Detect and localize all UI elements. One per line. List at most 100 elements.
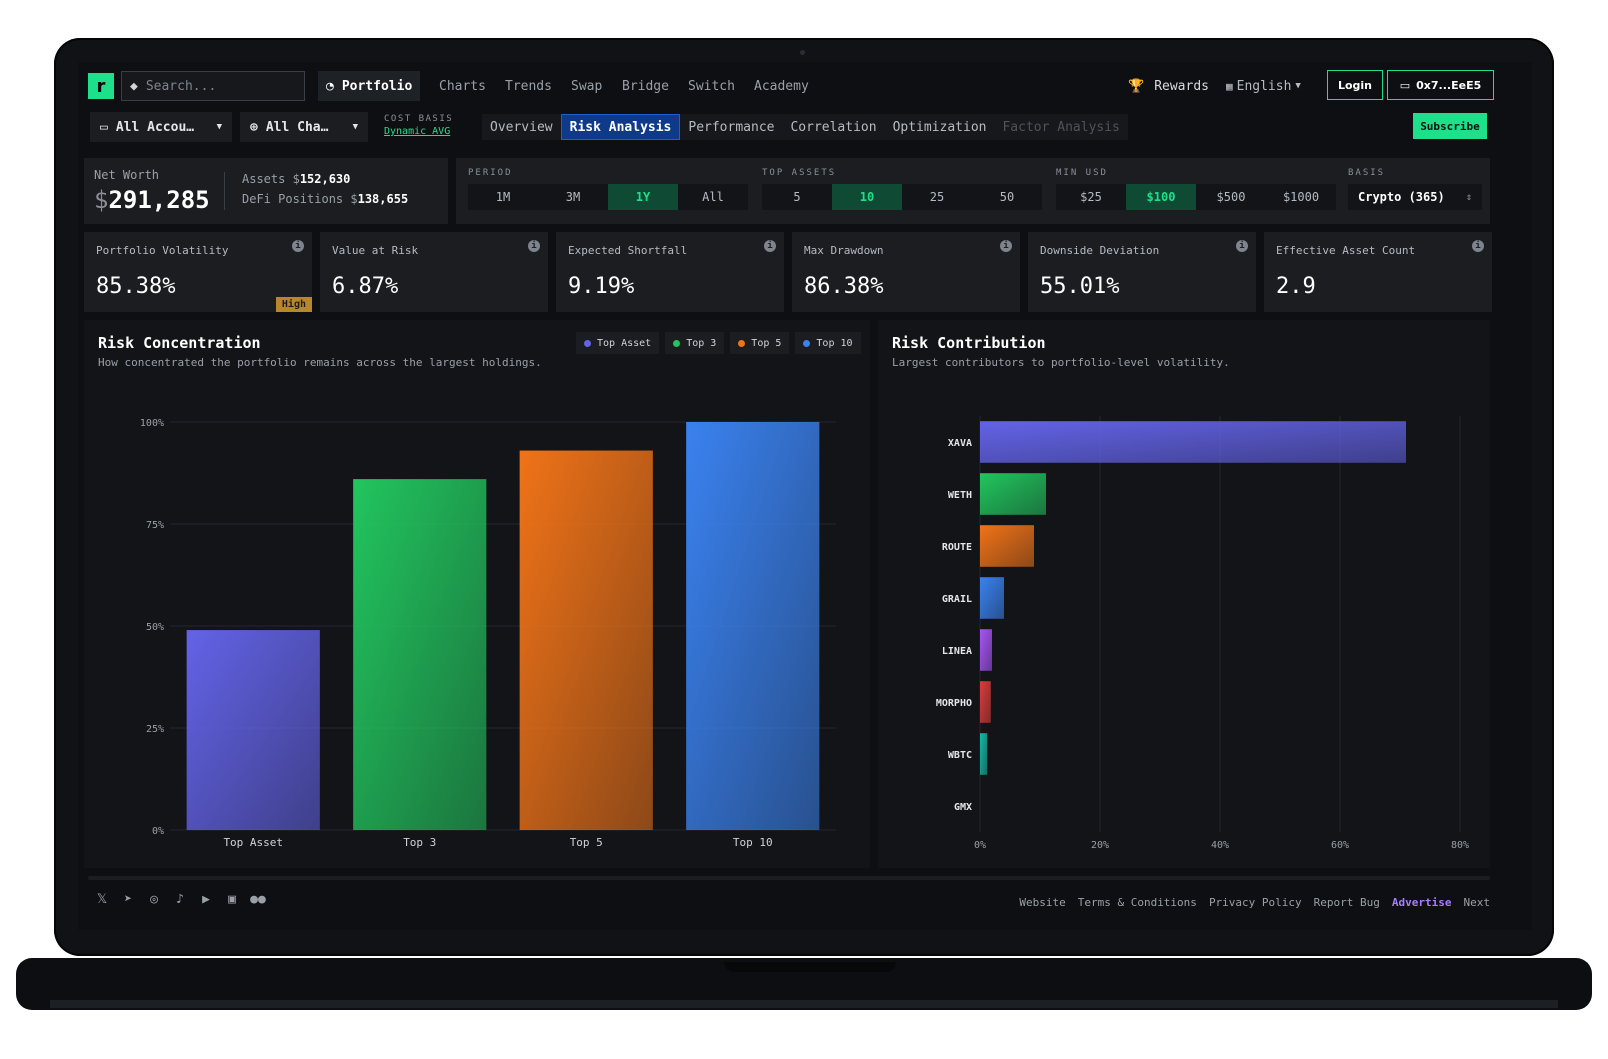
link-website[interactable]: Website (1019, 896, 1066, 909)
nav-trends[interactable]: Trends (505, 78, 552, 94)
currency-symbol: $ (94, 186, 109, 214)
defi-label: DeFi Positions (242, 192, 344, 206)
min-100[interactable]: $100 (1126, 184, 1196, 210)
metric-card-volatility: Portfolio Volatility i 85.38% High (84, 232, 312, 312)
accounts-dropdown[interactable]: ▭ All Accou… ▼ (90, 112, 232, 142)
y-tick-label: GRAIL (942, 594, 972, 605)
legend-top-5[interactable]: Top 5 (730, 332, 790, 354)
nav-charts[interactable]: Charts (439, 78, 486, 94)
nav-switch[interactable]: Switch (688, 78, 735, 94)
info-icon[interactable]: i (1472, 240, 1484, 252)
search-placeholder: Search... (145, 78, 217, 94)
metric-value: 6.87% (332, 274, 399, 299)
x-tick-label: Top 3 (403, 836, 436, 849)
info-icon[interactable]: i (1236, 240, 1248, 252)
info-icon[interactable]: i (292, 240, 304, 252)
app-logo-icon[interactable]: r (88, 73, 114, 99)
chevron-down-icon: ▼ (1295, 81, 1301, 91)
basis-value: Crypto (365) (1358, 190, 1445, 204)
x-icon[interactable]: 𝕏 (96, 892, 108, 907)
x-tick-label: Top 10 (733, 836, 773, 849)
info-icon[interactable]: i (764, 240, 776, 252)
telegram-icon[interactable]: ➤ (124, 892, 132, 907)
subscribe-button[interactable]: Subscribe (1413, 113, 1487, 139)
instagram-icon[interactable]: ◎ (150, 892, 158, 907)
net-worth-amount: 291,285 (108, 186, 210, 214)
y-tick-label: GMX (954, 802, 972, 813)
medium-icon[interactable]: ●● (250, 892, 266, 907)
link-report-bug[interactable]: Report Bug (1313, 896, 1380, 909)
top-25[interactable]: 25 (929, 190, 945, 204)
app-screen: r ◆ Search... ◔ Portfolio Charts Trends … (78, 62, 1532, 930)
horizontal-scrollbar[interactable] (88, 876, 1490, 880)
top-50[interactable]: 50 (999, 190, 1015, 204)
top-assets-label: TOP ASSETS (762, 168, 837, 178)
bar-route (980, 525, 1034, 567)
y-tick-label: 50% (146, 622, 164, 633)
net-worth-card: Net Worth $291,285 Assets $152,630 DeFi … (84, 158, 448, 224)
info-icon[interactable]: i (1000, 240, 1012, 252)
y-tick-label: MORPHO (936, 698, 972, 709)
bar-morpho (980, 681, 991, 723)
linkedin-icon[interactable]: ▣ (228, 892, 236, 907)
tab-factor-analysis[interactable]: Factor Analysis (1002, 119, 1120, 135)
nav-academy[interactable]: Academy (754, 78, 809, 94)
period-3m[interactable]: 3M (565, 190, 581, 204)
panel-title: Risk Contribution (892, 334, 1046, 352)
min-500[interactable]: $500 (1216, 190, 1246, 204)
tab-overview[interactable]: Overview (490, 119, 553, 135)
laptop-notch (724, 962, 896, 972)
basis-select[interactable]: Crypto (365) ⇕ (1348, 184, 1482, 210)
period-1y[interactable]: 1Y (608, 184, 678, 210)
min-1000[interactable]: $1000 (1282, 190, 1320, 204)
tab-performance[interactable]: Performance (688, 119, 775, 135)
tab-optimization[interactable]: Optimization (892, 119, 987, 135)
link-next[interactable]: Next (1463, 896, 1491, 909)
uk-flag-icon: ▦ (1226, 79, 1233, 93)
tiktok-icon[interactable]: ♪ (176, 892, 184, 907)
accounts-label: All Accou… (115, 119, 195, 135)
min-usd-filter: MIN USD $25 $100 $500 $1000 (1056, 168, 1336, 210)
search-input[interactable]: ◆ Search... (121, 71, 305, 101)
defi-row: DeFi Positions $138,655 (242, 192, 409, 206)
wallet-button[interactable]: ▭ 0x7...EeE5 (1387, 70, 1494, 100)
legend-top-3[interactable]: Top 3 (665, 332, 725, 354)
tab-correlation[interactable]: Correlation (790, 119, 877, 135)
rewards-link[interactable]: 🏆 Rewards (1128, 71, 1209, 101)
youtube-icon[interactable]: ▶ (202, 892, 210, 907)
info-icon[interactable]: i (528, 240, 540, 252)
nav-swap[interactable]: Swap (571, 78, 603, 94)
period-filter: PERIOD 1M 3M 1Y All (468, 168, 748, 210)
link-privacy[interactable]: Privacy Policy (1208, 896, 1302, 909)
tab-risk-analysis[interactable]: Risk Analysis (560, 114, 681, 140)
language-select[interactable]: ▦ English ▼ (1226, 71, 1301, 101)
nav-bridge[interactable]: Bridge (622, 78, 669, 94)
period-all[interactable]: All (702, 190, 724, 204)
login-button[interactable]: Login (1327, 70, 1383, 100)
y-tick-label: ROUTE (942, 542, 972, 553)
assets-row: Assets $152,630 (242, 172, 351, 186)
risk-contribution-chart: 0% 20% 40% 60% 80% XAVA WETH ROUTE GRAIL LINEA MOR… (936, 416, 1469, 851)
chains-label: All Cha… (265, 119, 329, 135)
globe-icon: ⊕ (250, 119, 258, 135)
bar-grail (980, 577, 1004, 619)
min-usd-label: MIN USD (1056, 168, 1108, 178)
top-5[interactable]: 5 (793, 190, 801, 204)
laptop-base-lip (50, 1000, 1558, 1008)
panel-subtitle: How concentrated the portfolio remains a… (98, 356, 542, 369)
link-advertise[interactable]: Advertise (1391, 896, 1452, 909)
link-terms[interactable]: Terms & Conditions (1077, 896, 1197, 909)
bar-wbtc (980, 733, 988, 775)
y-tick-label: XAVA (948, 438, 972, 449)
top-10[interactable]: 10 (832, 184, 902, 210)
min-25[interactable]: $25 (1080, 190, 1102, 204)
legend-top-asset[interactable]: Top Asset (576, 332, 660, 354)
legend-top-10[interactable]: Top 10 (795, 332, 861, 354)
assets-label: Assets (242, 172, 286, 186)
cost-basis[interactable]: COST BASIS Dynamic AVG (384, 114, 453, 137)
nav-portfolio[interactable]: ◔ Portfolio (318, 71, 421, 101)
x-tick-label: 0% (974, 840, 986, 851)
chains-dropdown[interactable]: ⊕ All Cha… ▼ (240, 112, 368, 142)
period-1m[interactable]: 1M (495, 190, 511, 204)
basis-filter: BASIS Crypto (365) ⇕ (1348, 168, 1482, 210)
